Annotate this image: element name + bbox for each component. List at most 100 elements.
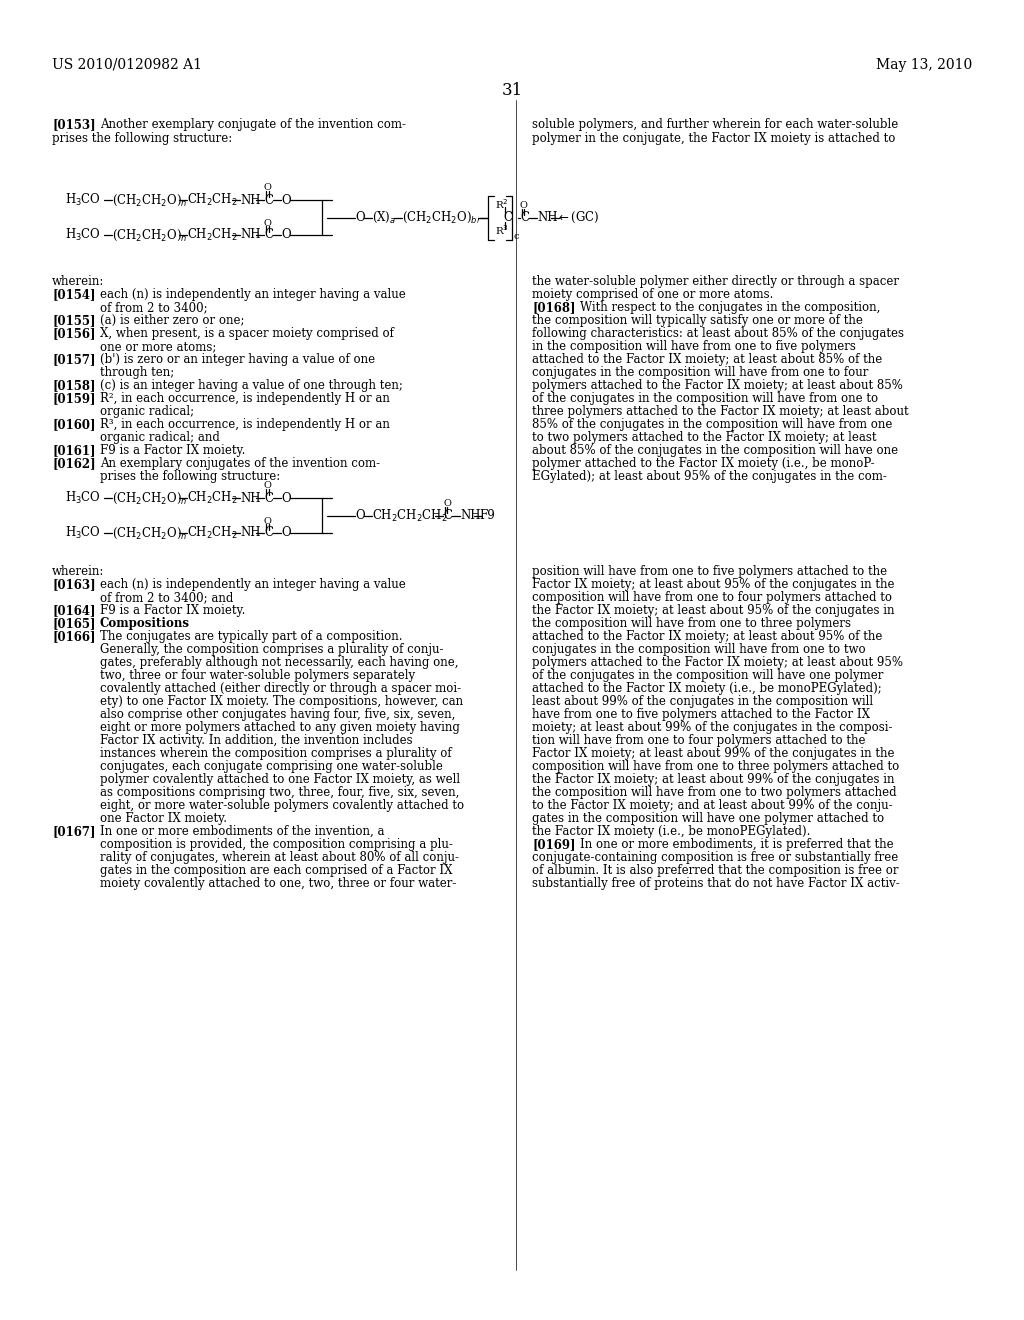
Text: prises the following structure:: prises the following structure: [100, 470, 281, 483]
Text: F9 is a Factor IX moiety.: F9 is a Factor IX moiety. [100, 444, 246, 457]
Text: to two polymers attached to the Factor IX moiety; at least: to two polymers attached to the Factor I… [532, 432, 877, 444]
Text: one Factor IX moiety.: one Factor IX moiety. [100, 812, 227, 825]
Text: [0159]: [0159] [52, 392, 95, 405]
Text: substantially free of proteins that do not have Factor IX activ-: substantially free of proteins that do n… [532, 876, 900, 890]
Text: CH$_2$CH$_2$: CH$_2$CH$_2$ [187, 191, 238, 209]
Text: [0166]: [0166] [52, 630, 95, 643]
Text: polymer covalently attached to one Factor IX moiety, as well: polymer covalently attached to one Facto… [100, 774, 460, 785]
Text: the water-soluble polymer either directly or through a spacer: the water-soluble polymer either directl… [532, 275, 899, 288]
Text: (a) is either zero or one;: (a) is either zero or one; [100, 314, 245, 327]
Text: [0164]: [0164] [52, 605, 95, 616]
Text: [0162]: [0162] [52, 457, 95, 470]
Text: two, three or four water-soluble polymers separately: two, three or four water-soluble polymer… [100, 669, 415, 682]
Text: CH$_2$CH$_2$: CH$_2$CH$_2$ [187, 490, 238, 506]
Text: attached to the Factor IX moiety (i.e., be monoPEGylated);: attached to the Factor IX moiety (i.e., … [532, 682, 882, 696]
Text: (X)$_a$: (X)$_a$ [372, 210, 396, 226]
Text: polymer attached to the Factor IX moiety (i.e., be monoP-: polymer attached to the Factor IX moiety… [532, 457, 874, 470]
Text: (CH$_2$CH$_2$O)$_{b\prime}$: (CH$_2$CH$_2$O)$_{b\prime}$ [402, 210, 480, 226]
Text: O: O [281, 527, 291, 540]
Text: of albumin. It is also preferred that the composition is free or: of albumin. It is also preferred that th… [532, 865, 898, 876]
Text: C: C [443, 510, 452, 521]
Text: H$_3$CO: H$_3$CO [65, 227, 101, 243]
Text: gates in the composition will have one polymer attached to: gates in the composition will have one p… [532, 812, 884, 825]
Text: about 85% of the conjugates in the composition will have one: about 85% of the conjugates in the compo… [532, 444, 898, 457]
Text: O: O [264, 516, 272, 525]
Text: conjugates in the composition will have from one to two: conjugates in the composition will have … [532, 643, 865, 656]
Text: attached to the Factor IX moiety; at least about 85% of the: attached to the Factor IX moiety; at lea… [532, 352, 883, 366]
Text: the composition will typically satisfy one or more of the: the composition will typically satisfy o… [532, 314, 863, 327]
Text: (CH$_2$CH$_2$O)$_n$: (CH$_2$CH$_2$O)$_n$ [112, 227, 187, 243]
Text: organic radical; and: organic radical; and [100, 432, 220, 444]
Text: three polymers attached to the Factor IX moiety; at least about: three polymers attached to the Factor IX… [532, 405, 908, 418]
Text: wherein:: wherein: [52, 275, 104, 288]
Text: each (n) is independently an integer having a value: each (n) is independently an integer hav… [100, 578, 406, 591]
Text: moiety comprised of one or more atoms.: moiety comprised of one or more atoms. [532, 288, 773, 301]
Text: In one or more embodiments of the invention, a: In one or more embodiments of the invent… [100, 825, 384, 838]
Text: [0165]: [0165] [52, 616, 95, 630]
Text: [0156]: [0156] [52, 327, 95, 341]
Text: Generally, the composition comprises a plurality of conju-: Generally, the composition comprises a p… [100, 643, 443, 656]
Text: C: C [503, 211, 512, 224]
Text: [0160]: [0160] [52, 418, 95, 432]
Text: the composition will have from one to three polymers: the composition will have from one to th… [532, 616, 851, 630]
Text: [0153]: [0153] [52, 117, 95, 131]
Text: of from 2 to 3400;: of from 2 to 3400; [100, 301, 208, 314]
Text: also comprise other conjugates having four, five, six, seven,: also comprise other conjugates having fo… [100, 708, 456, 721]
Text: 31: 31 [502, 82, 522, 99]
Text: polymers attached to the Factor IX moiety; at least about 85%: polymers attached to the Factor IX moiet… [532, 379, 903, 392]
Text: C: C [264, 491, 273, 504]
Text: the Factor IX moiety; at least about 95% of the conjugates in: the Factor IX moiety; at least about 95%… [532, 605, 895, 616]
Text: (CH$_2$CH$_2$O)$_n$: (CH$_2$CH$_2$O)$_n$ [112, 491, 187, 506]
Text: C: C [264, 194, 273, 206]
Text: (CH$_2$CH$_2$O)$_n$: (CH$_2$CH$_2$O)$_n$ [112, 193, 187, 207]
Text: In one or more embodiments, it is preferred that the: In one or more embodiments, it is prefer… [580, 838, 894, 851]
Text: the composition will have from one to two polymers attached: the composition will have from one to tw… [532, 785, 897, 799]
Text: An exemplary conjugates of the invention com-: An exemplary conjugates of the invention… [100, 457, 380, 470]
Text: F9 is a Factor IX moiety.: F9 is a Factor IX moiety. [100, 605, 246, 616]
Text: O: O [281, 194, 291, 206]
Text: O: O [443, 499, 451, 508]
Text: wherein:: wherein: [52, 565, 104, 578]
Text: polymers attached to the Factor IX moiety; at least about 95%: polymers attached to the Factor IX moiet… [532, 656, 903, 669]
Text: moiety; at least about 99% of the conjugates in the composi-: moiety; at least about 99% of the conjug… [532, 721, 893, 734]
Text: each (n) is independently an integer having a value: each (n) is independently an integer hav… [100, 288, 406, 301]
Text: NH: NH [460, 510, 480, 521]
Text: [0155]: [0155] [52, 314, 95, 327]
Text: 85% of the conjugates in the composition will have from one: 85% of the conjugates in the composition… [532, 418, 892, 432]
Text: H$_3$CO: H$_3$CO [65, 490, 101, 506]
Text: CH$_2$CH$_2$: CH$_2$CH$_2$ [187, 525, 238, 541]
Text: NH: NH [240, 527, 260, 540]
Text: the Factor IX moiety (i.e., be monoPEGylated).: the Factor IX moiety (i.e., be monoPEGyl… [532, 825, 810, 838]
Text: rality of conjugates, wherein at least about 80% of all conju-: rality of conjugates, wherein at least a… [100, 851, 459, 865]
Text: [0169]: [0169] [532, 838, 575, 851]
Text: attached to the Factor IX moiety; at least about 95% of the: attached to the Factor IX moiety; at lea… [532, 630, 883, 643]
Text: conjugate-containing composition is free or substantially free: conjugate-containing composition is free… [532, 851, 898, 865]
Text: of the conjugates in the composition will have from one to: of the conjugates in the composition wil… [532, 392, 879, 405]
Text: prises the following structure:: prises the following structure: [52, 132, 232, 145]
Text: F9: F9 [479, 510, 495, 521]
Text: $\leftarrow$(GC): $\leftarrow$(GC) [556, 210, 599, 224]
Text: O: O [281, 228, 291, 242]
Text: tion will have from one to four polymers attached to the: tion will have from one to four polymers… [532, 734, 865, 747]
Text: H$_3$CO: H$_3$CO [65, 525, 101, 541]
Text: [0157]: [0157] [52, 352, 95, 366]
Text: eight, or more water-soluble polymers covalently attached to: eight, or more water-soluble polymers co… [100, 799, 464, 812]
Text: CH$_2$CH$_2$: CH$_2$CH$_2$ [187, 227, 238, 243]
Text: Compositions: Compositions [100, 616, 190, 630]
Text: in the composition will have from one to five polymers: in the composition will have from one to… [532, 341, 856, 352]
Text: O: O [264, 183, 272, 193]
Text: O: O [264, 219, 272, 227]
Text: O: O [264, 482, 272, 491]
Text: as compositions comprising two, three, four, five, six, seven,: as compositions comprising two, three, f… [100, 785, 460, 799]
Text: (CH$_2$CH$_2$O)$_n$: (CH$_2$CH$_2$O)$_n$ [112, 525, 187, 541]
Text: instances wherein the composition comprises a plurality of: instances wherein the composition compri… [100, 747, 452, 760]
Text: conjugates in the composition will have from one to four: conjugates in the composition will have … [532, 366, 868, 379]
Text: one or more atoms;: one or more atoms; [100, 341, 216, 352]
Text: gates in the composition are each comprised of a Factor IX: gates in the composition are each compri… [100, 865, 453, 876]
Text: composition is provided, the composition comprising a plu-: composition is provided, the composition… [100, 838, 453, 851]
Text: C: C [264, 228, 273, 242]
Text: O: O [355, 211, 365, 224]
Text: EGylated); at least about 95% of the conjugates in the com-: EGylated); at least about 95% of the con… [532, 470, 887, 483]
Text: covalently attached (either directly or through a spacer moi-: covalently attached (either directly or … [100, 682, 461, 696]
Text: through ten;: through ten; [100, 366, 174, 379]
